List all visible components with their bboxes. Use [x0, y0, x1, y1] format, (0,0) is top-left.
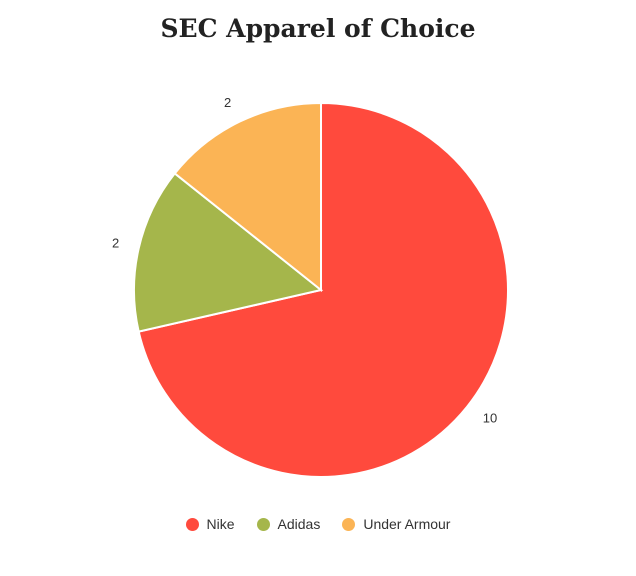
data-label-nike: 10 [483, 411, 497, 426]
legend-item-nike[interactable]: Nike [185, 516, 235, 532]
legend-swatch-adidas [256, 517, 270, 531]
legend-label-adidas: Adidas [277, 516, 321, 532]
legend-swatch-under-armour [342, 517, 356, 531]
data-labels: 10 2 2 [112, 95, 497, 426]
pie-slices [133, 101, 509, 478]
legend-swatch-nike [185, 517, 199, 531]
legend-label-nike: Nike [206, 516, 235, 532]
pie-slice-adidas[interactable] [133, 172, 324, 333]
legend-label-under-armour: Under Armour [363, 516, 451, 532]
legend-item-under-armour[interactable]: Under Armour [342, 516, 450, 532]
pie-slice-under-armour[interactable] [173, 101, 322, 293]
data-label-adidas: 2 [112, 235, 119, 250]
chart-legend: Nike Adidas Under Armour [0, 516, 636, 532]
data-label-under-armour: 2 [224, 95, 231, 110]
pie-slice-nike[interactable] [137, 101, 509, 478]
chart-title: SEC Apparel of Choice [160, 14, 476, 43]
legend-item-adidas[interactable]: Adidas [256, 516, 321, 532]
